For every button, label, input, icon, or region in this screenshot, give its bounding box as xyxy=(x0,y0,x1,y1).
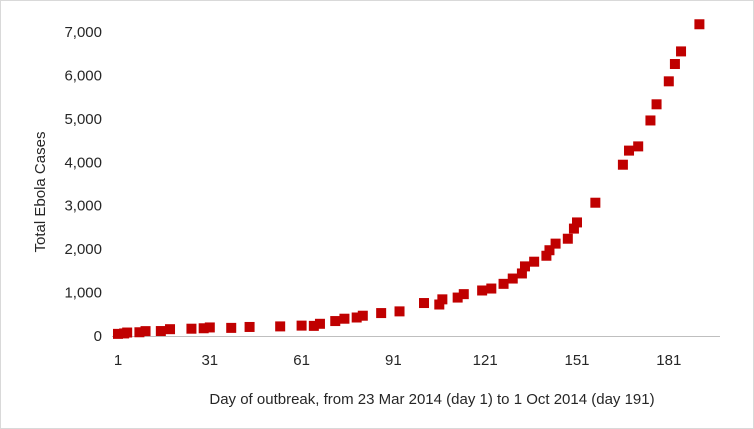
data-point-marker xyxy=(572,217,582,228)
data-point-marker xyxy=(376,308,387,319)
data-point-marker xyxy=(314,318,325,329)
data-point-marker xyxy=(296,320,307,331)
data-point-marker xyxy=(134,327,145,338)
data-point-marker xyxy=(122,327,133,338)
data-point-marker xyxy=(562,233,573,244)
data-point-marker xyxy=(544,245,555,256)
y-tick-label: 7,000 xyxy=(64,24,102,41)
data-point-marker xyxy=(529,256,540,267)
data-point-marker xyxy=(590,197,601,208)
data-point-marker xyxy=(113,328,123,339)
data-point-marker xyxy=(155,326,166,337)
data-point-marker xyxy=(339,313,350,324)
data-point-marker xyxy=(458,289,469,300)
data-point-marker xyxy=(226,322,237,333)
data-point-marker xyxy=(186,323,197,334)
data-point-marker xyxy=(275,321,286,332)
data-point-marker xyxy=(550,238,561,249)
data-points xyxy=(113,19,705,339)
y-tick-label: 3,000 xyxy=(64,198,102,215)
x-tick-label: 181 xyxy=(656,352,681,369)
data-point-marker xyxy=(140,326,151,337)
x-axis-ticks: 1 31 61 91 121 151 181 xyxy=(114,352,681,369)
data-point-marker xyxy=(663,76,674,87)
y-tick-label: 4,000 xyxy=(64,154,102,171)
data-point-marker xyxy=(244,321,255,332)
data-point-marker xyxy=(568,223,579,234)
data-point-marker xyxy=(633,141,644,152)
y-tick-label: 5,000 xyxy=(64,111,102,128)
data-point-marker xyxy=(394,306,405,317)
data-point-marker xyxy=(669,59,680,70)
data-point-marker xyxy=(452,292,463,303)
data-point-marker xyxy=(419,298,429,309)
data-point-marker xyxy=(486,283,497,294)
x-tick-label: 151 xyxy=(564,352,589,369)
y-tick-label: 1,000 xyxy=(64,285,102,302)
data-point-marker xyxy=(676,46,687,57)
data-point-marker xyxy=(519,261,530,272)
data-point-marker xyxy=(165,324,176,335)
x-tick-label: 61 xyxy=(293,352,310,369)
y-axis-label: Total Ebola Cases xyxy=(32,132,49,253)
x-tick-label: 31 xyxy=(201,352,218,369)
data-point-marker xyxy=(507,273,518,284)
data-point-marker xyxy=(477,285,488,296)
data-point-marker xyxy=(516,268,527,279)
y-tick-label: 2,000 xyxy=(64,241,102,258)
data-point-marker xyxy=(651,99,662,110)
data-point-marker xyxy=(645,115,656,126)
x-axis-label: Day of outbreak, from 23 Mar 2014 (day 1… xyxy=(209,391,654,408)
data-point-marker xyxy=(694,19,705,30)
data-point-marker xyxy=(624,145,635,156)
data-point-marker xyxy=(437,294,448,305)
data-point-marker xyxy=(330,316,341,327)
x-tick-label: 91 xyxy=(385,352,402,369)
y-tick-label: 6,000 xyxy=(64,67,102,84)
data-point-marker xyxy=(351,312,362,323)
y-tick-label: 0 xyxy=(94,328,102,345)
x-tick-label: 1 xyxy=(114,352,122,369)
data-point-marker xyxy=(434,299,445,310)
data-point-marker xyxy=(541,250,552,261)
data-point-marker xyxy=(617,159,628,170)
data-point-marker xyxy=(498,278,509,289)
data-point-marker xyxy=(357,310,368,321)
y-axis-ticks: 0 1,000 2,000 3,000 4,000 5,000 6,000 7,000 xyxy=(64,24,102,345)
data-point-marker xyxy=(308,320,319,331)
x-tick-label: 121 xyxy=(473,352,498,369)
data-point-marker xyxy=(198,323,209,334)
data-point-marker xyxy=(204,322,215,333)
